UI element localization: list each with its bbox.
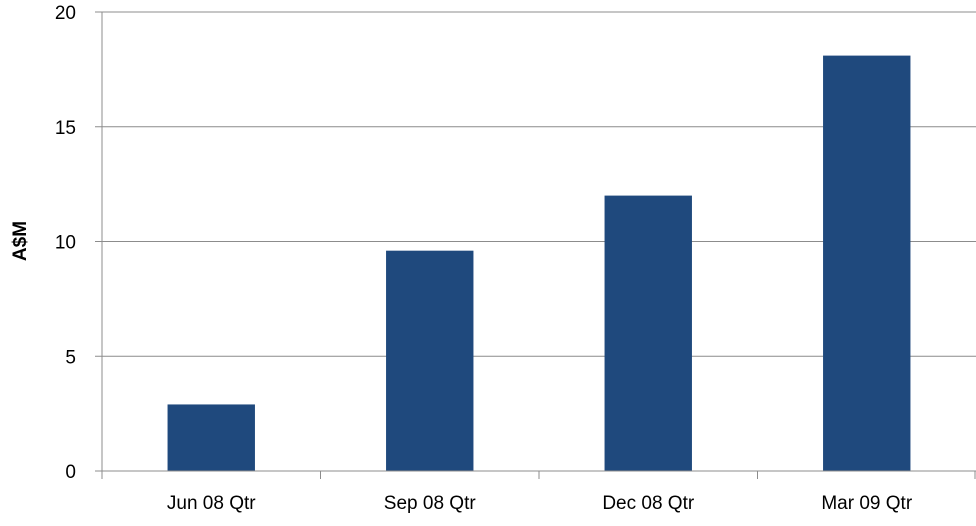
y-tick-label: 5	[65, 347, 76, 368]
bar-jun-08-qtr	[167, 404, 255, 471]
x-tick-label: Sep 08 Qtr	[384, 493, 477, 514]
x-tick-labels: Jun 08 Qtr Sep 08 Qtr Dec 08 Qtr Mar 09 Qtr	[167, 493, 913, 514]
y-tick-label: 0	[65, 462, 76, 483]
bar-sep-08-qtr	[386, 250, 474, 471]
y-tick-label: 20	[55, 3, 76, 24]
axes	[95, 11, 976, 479]
bars	[167, 55, 911, 471]
y-tick-labels: 0 5 10 15 20	[55, 3, 76, 483]
x-tick-label: Dec 08 Qtr	[602, 493, 695, 514]
y-axis-title: A$M	[10, 221, 31, 261]
bar-dec-08-qtr	[604, 195, 692, 471]
bar-mar-09-qtr	[823, 55, 911, 471]
x-tick-label: Jun 08 Qtr	[167, 493, 256, 514]
y-tick-label: 10	[55, 233, 76, 254]
x-tick-label: Mar 09 Qtr	[821, 493, 912, 514]
y-tick-label: 15	[55, 118, 76, 139]
